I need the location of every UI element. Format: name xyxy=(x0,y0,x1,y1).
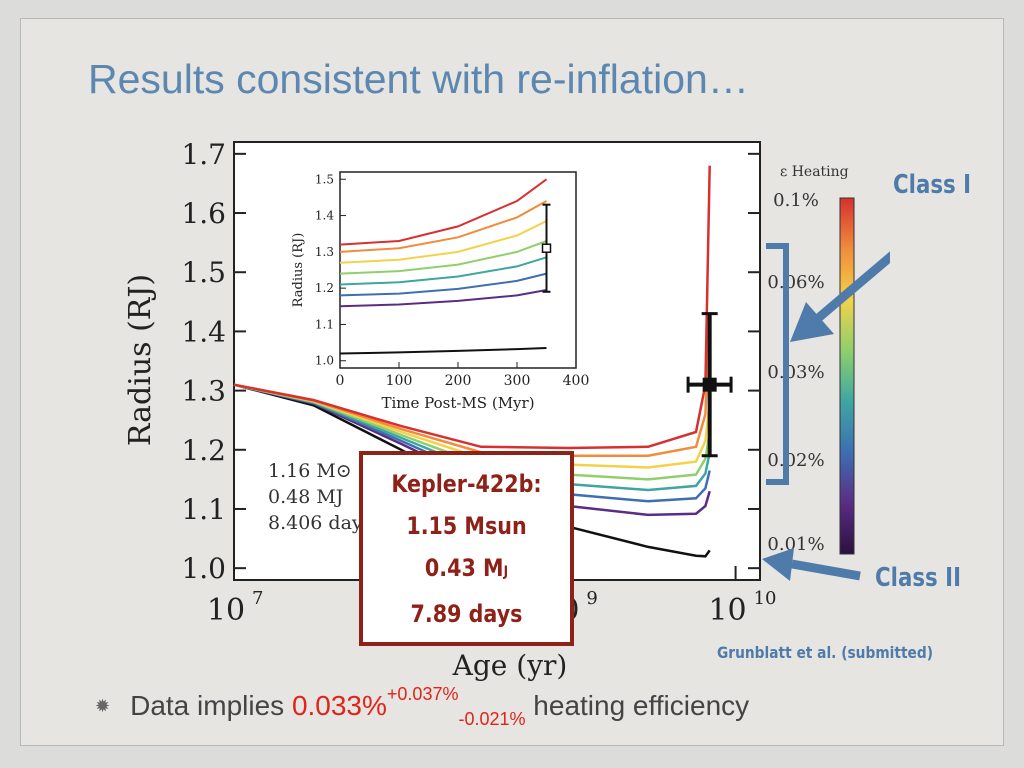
kepler-stellar-mass: 1.15 Msun xyxy=(406,512,527,540)
colorbar-label: ε Heating xyxy=(780,164,849,180)
main-xlabel: Age (yr) xyxy=(452,649,568,682)
main-annotation: 8.406 days xyxy=(268,512,372,534)
class-ii-arrow xyxy=(762,548,861,581)
main-series-line-7 xyxy=(233,165,711,450)
colorbar-tick-label: 0.01% xyxy=(767,534,824,555)
inset-y-tick-label: 1.4 xyxy=(315,209,334,223)
inset-axes: 1.0 1.1 1.2 1.3 1.4 1.5 0 100 200 300 400 xyxy=(315,172,589,389)
main-x-tick-exponent: 10 xyxy=(754,588,777,609)
kepler-period: 7.89 days xyxy=(410,600,523,628)
main-x-tick-exponent: 9 xyxy=(586,588,597,609)
main-y-tick-label: 1.2 xyxy=(181,434,226,467)
heating-lower-err: -0.021% xyxy=(458,709,526,729)
colorbar xyxy=(839,197,855,555)
main-ylabel: Radius (RJ) xyxy=(123,274,158,446)
inset-series-line-5 xyxy=(339,220,547,264)
kepler-callout: Kepler-422b: 1.15 Msun 0.43 MJ 7.89 days xyxy=(359,451,574,646)
main-y-tick-label: 1.5 xyxy=(181,256,226,289)
main-y-tick-label: 1.6 xyxy=(181,197,226,230)
bullet-heating: ✹ Data implies 0.033%+0.037%-0.021% heati… xyxy=(95,684,750,729)
kepler-name: Kepler-422b: xyxy=(391,470,542,498)
inset-x-tick-label: 0 xyxy=(336,373,345,389)
colorbar-tick-label: 0.02% xyxy=(767,450,824,471)
heating-upper-err: +0.037% xyxy=(386,684,459,704)
inset-series-line-3 xyxy=(339,256,547,286)
main-annotations: 1.16 M⊙ 0.48 MJ 8.406 days xyxy=(268,460,372,534)
colorbar-tick-label: 0.06% xyxy=(767,272,824,293)
bullet-star-icon: ✹ xyxy=(95,696,111,716)
kepler-planet-mass: 0.43 MJ xyxy=(424,554,509,582)
inset-series-line-7 xyxy=(339,178,548,246)
main-y-tick-label: 1.4 xyxy=(181,315,226,348)
slide-title: Results consistent with re-inflation… xyxy=(88,56,749,102)
inset-measurement xyxy=(541,203,552,293)
inset-y-tick-label: 1.2 xyxy=(315,281,334,295)
inset-series-line-6 xyxy=(339,200,547,253)
main-y-tick-label: 1.0 xyxy=(181,552,226,585)
main-annotation: 0.48 MJ xyxy=(268,486,343,508)
inset-x-tick-label: 200 xyxy=(445,373,472,389)
main-annotation: 1.16 M⊙ xyxy=(268,460,352,482)
inset-plot-frame xyxy=(339,171,577,369)
class-i-bracket xyxy=(766,243,789,485)
colorbar-ticks: 0.1% 0.06% 0.03% 0.02% 0.01% xyxy=(767,190,824,555)
colorbar-tick-label: 0.03% xyxy=(767,362,824,383)
main-y-tick-label: 1.1 xyxy=(181,493,226,526)
inset-series-line-1 xyxy=(339,289,547,308)
inset-ylabel: Radius (RJ) xyxy=(291,233,306,308)
main-measurement xyxy=(686,312,733,458)
inset-x-tick-label: 100 xyxy=(386,373,413,389)
colorbar-tick-label: 0.1% xyxy=(773,190,819,211)
inset-y-tick-label: 1.1 xyxy=(315,317,334,331)
inset-xlabel: Time Post-MS (Myr) xyxy=(381,394,534,412)
main-measurement-point xyxy=(702,377,717,392)
inset-series xyxy=(339,178,548,355)
inset-measurement-point xyxy=(541,243,552,253)
inset-y-tick-label: 1.3 xyxy=(315,245,334,259)
class-i-arrow xyxy=(790,251,890,342)
main-y-tick-label: 1.3 xyxy=(181,375,226,408)
inset-series-line-2 xyxy=(339,272,547,297)
main-y-tick-label: 1.7 xyxy=(181,138,226,171)
main-x-tick-exponent: 7 xyxy=(252,588,263,609)
inset-series-line-0 xyxy=(339,347,547,355)
inset-y-tick-label: 1.0 xyxy=(315,354,334,368)
citation: Grunblatt et al. (submitted) xyxy=(717,643,933,662)
main-x-tick-label: 10 xyxy=(207,593,245,628)
inset-x-tick-label: 400 xyxy=(563,373,590,389)
inset-series-line-4 xyxy=(339,240,547,275)
heating-value: 0.033% xyxy=(291,690,387,721)
class-i-label: Class I xyxy=(893,170,972,200)
inset-y-tick-label: 1.5 xyxy=(315,172,334,186)
inset-x-tick-label: 300 xyxy=(504,373,531,389)
main-x-tick-label: 10 xyxy=(708,593,746,628)
class-ii-label: Class II xyxy=(875,563,962,593)
